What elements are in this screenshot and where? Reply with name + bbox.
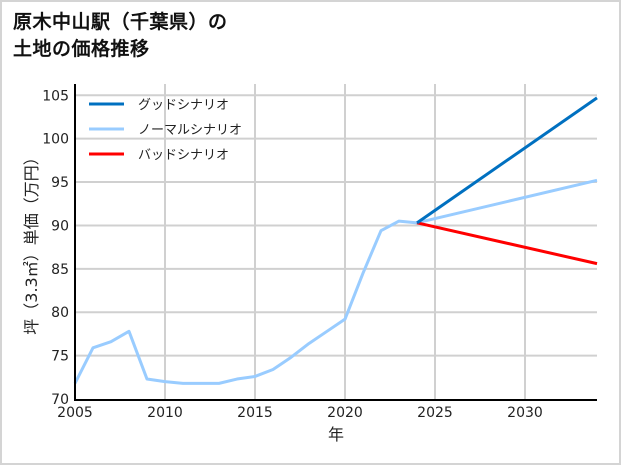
y-tick-label: 80	[51, 305, 69, 321]
chart-title: 原木中山駅（千葉県）の 土地の価格推移	[13, 9, 228, 63]
x-tick-label: 2010	[147, 405, 183, 421]
x-tick-label: 2030	[507, 405, 543, 421]
x-tick-label: 2015	[237, 405, 273, 421]
chart-title-line2: 土地の価格推移	[13, 38, 150, 60]
x-tick-label: 2025	[417, 405, 453, 421]
x-axis-label: 年	[328, 425, 344, 444]
x-tick-labels: 2005 2010 2015 2020 2025 2030	[57, 405, 543, 421]
y-tick-labels: 70 75 80 85 90 95 100 105	[42, 88, 69, 408]
x-tick-label: 2005	[57, 405, 93, 421]
series-line	[73, 178, 598, 385]
y-tick-label: 85	[51, 262, 69, 278]
y-tick-label: 105	[42, 88, 69, 104]
legend-label: バッドシナリオ	[138, 148, 229, 163]
legend-label: グッドシナリオ	[138, 98, 229, 113]
series-line	[416, 96, 598, 225]
x-tick-label: 2020	[327, 405, 363, 421]
series-lines	[73, 96, 598, 385]
y-tick-label: 75	[51, 349, 69, 365]
axes	[74, 84, 597, 401]
y-tick-label: 90	[51, 218, 69, 234]
legend-label: ノーマルシナリオ	[138, 123, 242, 138]
y-tick-label: 100	[42, 132, 69, 148]
y-tick-label: 70	[51, 392, 69, 408]
y-axis-label: 坪（3.3㎡）単価（万円）	[22, 149, 41, 334]
grid-lines	[75, 84, 597, 399]
y-tick-label: 95	[51, 175, 69, 191]
chart-title-line1: 原木中山駅（千葉県）の	[13, 11, 228, 33]
series-line	[416, 221, 598, 266]
